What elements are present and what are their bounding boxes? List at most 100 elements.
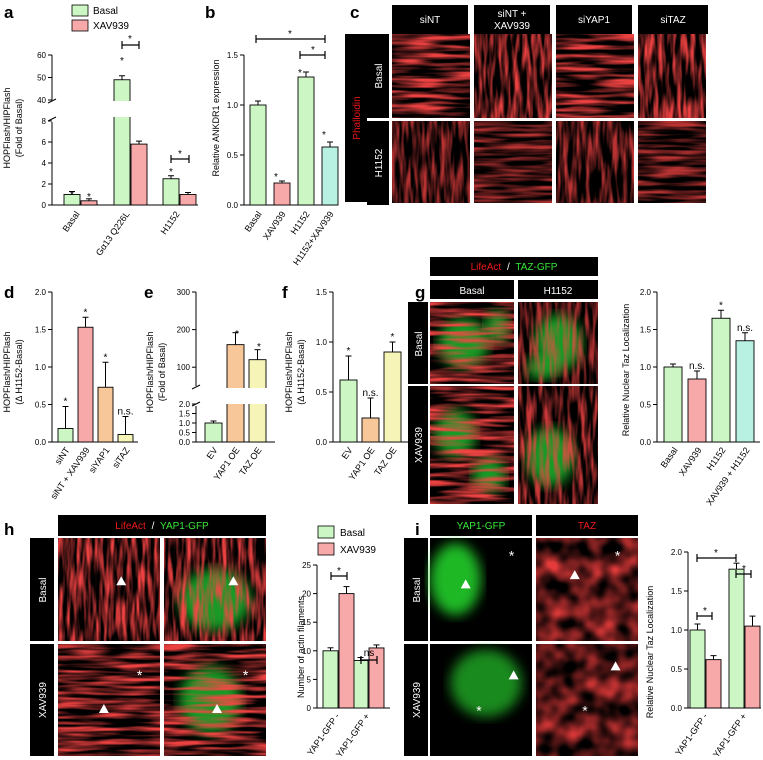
chart-h-sig-pos: ns xyxy=(364,648,375,659)
panel-c-tile-0-1 xyxy=(474,34,552,118)
chart-i-tick-label-1: 0.5 xyxy=(671,665,683,674)
chart-f-ylabel: HOPFlash/HIPFlash xyxy=(284,331,294,412)
chart-e-bar-0 xyxy=(204,422,223,443)
chart-i-bar-xav939-0 xyxy=(705,659,722,709)
panel-label-b: b xyxy=(205,3,215,22)
panel-h-row-basal: Basal xyxy=(38,577,49,602)
chart-i-bar-basal-0 xyxy=(689,629,706,709)
panel-g-stain-green: TAZ-GFP xyxy=(515,262,557,273)
panel-c-tile-0-3 xyxy=(638,34,706,118)
panel-i-col-yap1: YAP1-GFP xyxy=(457,521,506,532)
svg-text:*: * xyxy=(298,68,302,79)
panel-g-col-basal: Basal xyxy=(459,286,484,297)
legend-swatch-xav939 xyxy=(71,19,89,32)
chart-g-tick-label-1: 0.5 xyxy=(640,401,652,410)
chart-e-ylabel: HOPFlash/HIPFlash xyxy=(145,331,155,412)
panel-c-micrographs: siNT siNT + XAV939 siYAP1 siTAZ Phalloid… xyxy=(345,5,708,205)
legend-h-swatch-xav939 xyxy=(317,542,335,556)
chart-h-tick-label-0: 0 xyxy=(307,704,312,713)
svg-text:*: * xyxy=(257,342,261,353)
chart-a-star-basal: * xyxy=(87,192,91,203)
chart-a-bar-basal-2 xyxy=(162,178,180,206)
chart-a-star-g13: * xyxy=(120,56,124,67)
panel-g-col-h1152: H1152 xyxy=(544,286,573,297)
chart-b-bar-1 xyxy=(273,182,291,206)
chart-d-tick-label-0: 0.0 xyxy=(35,438,47,447)
panel-i-tile-0-1: * xyxy=(536,538,638,641)
chart-b-tick-label-2: 1.0 xyxy=(227,101,239,110)
chart-d-annotation-1: * xyxy=(84,307,88,318)
chart-d-tick-label-2: 1.0 xyxy=(35,363,47,372)
legend-h-basal: Basal xyxy=(340,528,365,539)
panel-label-h: h xyxy=(4,520,14,539)
svg-text:*: * xyxy=(288,29,292,40)
chart-a-upper-tick-label-1: 50 xyxy=(37,74,46,83)
panel-c-row-basal: Basal xyxy=(374,63,385,88)
asterisk-marker: * xyxy=(615,548,621,564)
panel-i-col-taz: TAZ xyxy=(578,521,596,532)
chart-e-upper-tick-label-0: 100 xyxy=(177,363,191,372)
panel-g-tile-0-0 xyxy=(430,302,514,384)
chart-b-tick-label-0: 0.0 xyxy=(227,201,239,210)
panel-i-tile-1-1: * xyxy=(536,644,638,756)
chart-g-category-3: XAV939 + H1152 xyxy=(704,445,751,507)
panel-c-col-sint-xav-2: XAV939 xyxy=(494,21,530,32)
chart-e-lower-tick-label-2: 1.0 xyxy=(179,419,191,428)
chart-d: HOPFlash/HIPFlash (Δ H1152-Basal) 0.0 0.5… xyxy=(2,288,138,501)
panel-c-col-siyap1: siYAP1 xyxy=(578,15,610,26)
chart-f-annotation-0: * xyxy=(347,346,351,357)
chart-a-lower-tick-label-0: 0 xyxy=(42,201,47,210)
panel-c-tile-1-3 xyxy=(638,121,706,203)
chart-f-category-2: TAZ OE xyxy=(372,445,398,477)
asterisk-marker: * xyxy=(243,667,249,683)
chart-b: Relative ANKDR1 expression 0.00.51.01.5 … xyxy=(211,29,339,267)
chart-h-sig-neg: * xyxy=(337,566,341,577)
chart-a: HOPFlash/HIPFlash (Fold of Basal) 405060… xyxy=(2,34,198,258)
legend-h-swatch-basal xyxy=(317,525,335,539)
chart-d-category-0: siNT xyxy=(53,445,72,466)
panel-label-e: e xyxy=(144,283,153,302)
legend-label-xav939: XAV939 xyxy=(93,21,129,32)
svg-text:*: * xyxy=(322,130,326,141)
chart-h-bar-xav939-0 xyxy=(338,593,355,709)
chart-b-tick-label-1: 0.5 xyxy=(227,151,239,160)
panel-h-row-xav939: XAV939 xyxy=(38,682,49,718)
panel-c-tile-1-2 xyxy=(556,121,634,203)
chart-f-tick-label-3: 1.5 xyxy=(316,288,328,297)
svg-text:*: * xyxy=(235,329,239,340)
chart-g-bar-3 xyxy=(735,340,755,443)
chart-d-category-3: siTAZ xyxy=(110,445,132,470)
chart-g-annotation-3: n.s. xyxy=(737,323,753,334)
chart-e-lower-tick-label-4: 2.0 xyxy=(179,400,191,409)
panel-c-tile-0-0 xyxy=(392,34,470,118)
chart-e-category-2: TAZ OE xyxy=(237,445,263,477)
chart-f-tick-label-1: 0.5 xyxy=(316,388,328,397)
svg-text:*: * xyxy=(70,190,74,201)
chart-g-category-0: Basal xyxy=(659,445,680,469)
chart-i-category-1: YAP1-GFP + xyxy=(711,711,749,759)
chart-a-lower-tick-label-3: 6 xyxy=(42,138,47,147)
arrowhead-icon xyxy=(116,576,127,586)
chart-a-bar-basal-1 xyxy=(113,79,131,206)
svg-text:*: * xyxy=(178,149,182,160)
chart-b-bar-2 xyxy=(297,76,315,206)
chart-h-ylabel: Number of actin filaments xyxy=(296,595,306,698)
chart-i-tick-label-2: 1.0 xyxy=(671,626,683,635)
chart-h-bar-basal-0 xyxy=(322,650,339,709)
arrowhead-icon xyxy=(610,661,621,671)
panel-g-tile-1-1 xyxy=(518,386,598,504)
chart-b-ylabel: Relative ANKDR1 expression xyxy=(211,59,221,176)
svg-text:*: * xyxy=(274,172,278,183)
chart-a-ylabel2: (Fold of Basal) xyxy=(14,99,24,158)
chart-f-bar-2 xyxy=(383,351,402,443)
chart-a-lower-tick-label-2: 4 xyxy=(42,159,47,168)
asterisk-marker: * xyxy=(582,703,588,719)
chart-a-category-2: H1152 xyxy=(159,209,182,236)
panel-g-row-xav939: XAV939 xyxy=(414,427,425,463)
chart-g-tick-label-0: 0.0 xyxy=(640,438,652,447)
chart-d-category-2: siYAP1 xyxy=(87,445,112,474)
panel-h-micrographs: LifeAct / YAP1-GFP Basal XAV939 * * xyxy=(30,515,266,756)
chart-d-category-1: siNT + XAV939 xyxy=(48,445,91,501)
panel-c-tile-0-2 xyxy=(556,34,634,118)
